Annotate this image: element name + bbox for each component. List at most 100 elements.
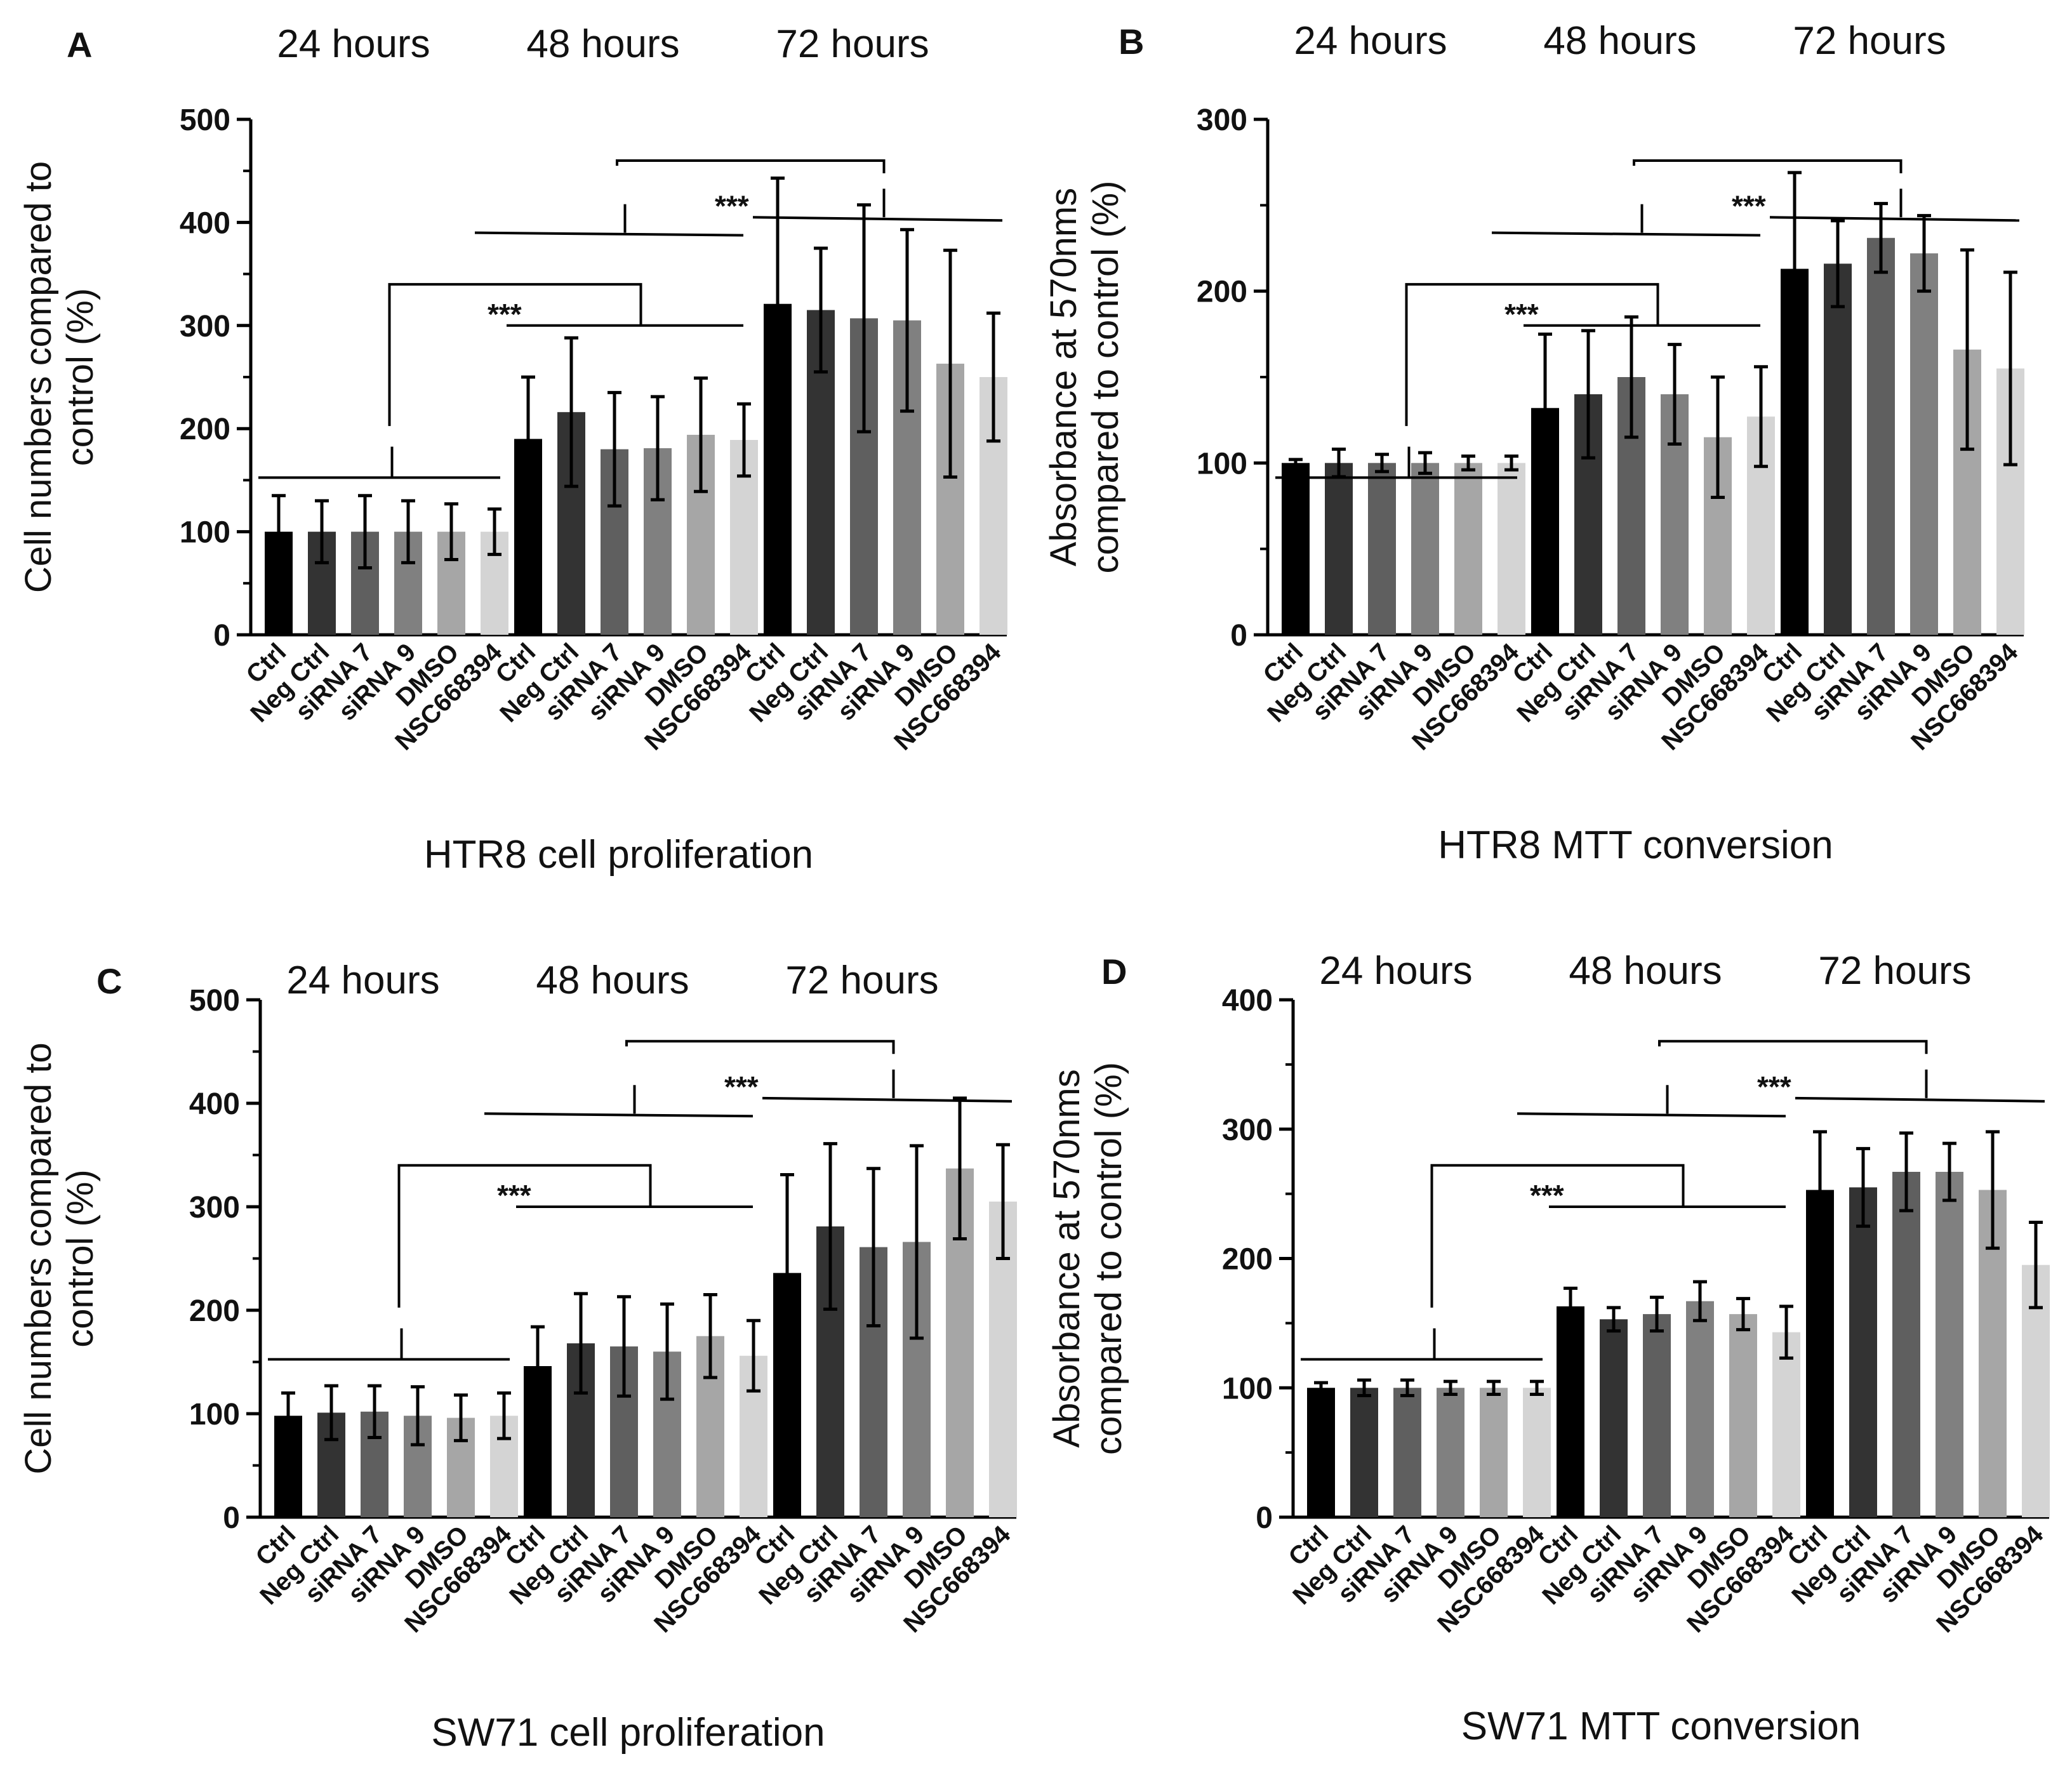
group-label: 24 hours (1294, 19, 1447, 63)
group-label: 72 hours (1818, 949, 1971, 993)
significance-stars: *** (1732, 189, 1766, 222)
comparison-connector (1430, 1164, 1685, 1308)
comparison-connector (1633, 159, 1903, 173)
comparison-connector (616, 159, 886, 173)
significance-stars: *** (1530, 1179, 1564, 1212)
significance-stars: *** (488, 298, 522, 331)
bar (1600, 1319, 1628, 1517)
y-tick-label: 400 (189, 1087, 240, 1121)
significance-bracket (1769, 216, 2020, 222)
comparison-connector (397, 1164, 652, 1308)
bar (1454, 463, 1482, 635)
group-label: 24 hours (1319, 949, 1472, 993)
y-tick-label: 0 (213, 619, 230, 653)
group-label: 72 hours (1793, 19, 1946, 63)
y-axis-label: Absorbance at 570nmscompared to control … (1043, 181, 1126, 574)
significance-bracket (484, 1112, 754, 1118)
significance-stars: *** (1504, 298, 1539, 331)
panel-a: A 0 100 200 300 400 500 Cell numbers compared t… (18, 22, 1007, 877)
significance-stars: *** (715, 189, 749, 222)
y-tick-label: 100 (189, 1398, 240, 1431)
y-axis-label: Cell numbers compared tocontrol (%) (18, 1042, 101, 1474)
bar (1772, 1332, 1800, 1517)
bar (1824, 263, 1852, 635)
group-label: 72 hours (776, 22, 929, 66)
significance-bracket (762, 1096, 1013, 1103)
bar (1480, 1388, 1508, 1517)
bar (1498, 463, 1525, 635)
bar (1892, 1171, 1920, 1517)
y-tick-label: 400 (180, 206, 230, 240)
significance-bracket (474, 231, 744, 237)
significance-stars: *** (1757, 1070, 1791, 1103)
bar (1350, 1388, 1378, 1517)
y-tick-label: 300 (1222, 1113, 1273, 1147)
bar (1729, 1314, 1757, 1517)
panel-letter: C (96, 961, 122, 1001)
panel-letter: D (1101, 952, 1127, 992)
significance-bracket (1491, 231, 1761, 237)
y-axis-label-line: Absorbance at 570nms (1046, 1069, 1087, 1447)
group-label: 24 hours (277, 22, 430, 66)
y-axis-label-line: Cell numbers compared to (18, 1042, 59, 1474)
y-tick-label: 200 (1197, 276, 1247, 309)
y-tick-label: 300 (1197, 103, 1247, 137)
comparison-connector (388, 282, 642, 427)
significance-stars: *** (497, 1179, 531, 1212)
bar (1936, 1171, 1963, 1517)
bar (1393, 1388, 1421, 1517)
significance-stars: *** (724, 1070, 759, 1103)
bar (1849, 1187, 1877, 1517)
panel-letter: B (1119, 22, 1144, 62)
y-tick-label: 300 (180, 310, 230, 343)
y-axis-label-line: control (%) (60, 288, 101, 466)
significance-bracket (1795, 1096, 2045, 1103)
group-label: 48 hours (526, 22, 679, 66)
y-tick-label: 300 (189, 1191, 240, 1225)
panel-c: C 0 100 200 300 400 500 Cell numbers compared t… (18, 959, 1017, 1755)
y-tick-label: 0 (223, 1501, 240, 1535)
bar (1910, 253, 1938, 635)
bar (1437, 1388, 1464, 1517)
y-tick-label: 100 (180, 516, 230, 550)
y-axis-label: Absorbance at 570nmscompared to control … (1046, 1062, 1129, 1455)
significance-bracket (752, 216, 1003, 222)
panel-title: SW71 MTT conversion (1461, 1704, 1861, 1748)
y-tick-label: 200 (180, 413, 230, 446)
significance-bracket (1517, 1112, 1786, 1118)
y-tick-label: 100 (1222, 1372, 1273, 1405)
group-label: 48 hours (1569, 949, 1722, 993)
y-axis-label-line: compared to control (%) (1085, 181, 1126, 574)
group-label: 48 hours (536, 959, 689, 1002)
group-label: 72 hours (785, 959, 938, 1002)
group-label: 48 hours (1543, 19, 1696, 63)
y-tick-label: 0 (1256, 1501, 1273, 1535)
bar (1368, 463, 1396, 635)
y-axis-label-line: control (%) (60, 1169, 101, 1347)
panel-title: HTR8 cell proliferation (424, 833, 813, 877)
bar (1643, 1314, 1671, 1517)
bar (1686, 1301, 1714, 1517)
panel-b: B 0 100 200 300 Absorbance at 570nmscompared … (1043, 19, 2024, 867)
comparison-connector (1658, 1040, 1928, 1054)
panel-d: D 0 100 200 300 400 Absorbance at 570nmscompar… (1046, 949, 2050, 1748)
comparison-connector (625, 1040, 895, 1054)
bar (1411, 463, 1439, 635)
y-axis-label: Cell numbers compared tocontrol (%) (18, 161, 101, 593)
y-tick-label: 100 (1197, 447, 1247, 481)
bar (1282, 463, 1310, 635)
y-axis-label-line: compared to control (%) (1088, 1062, 1129, 1455)
comparison-connector (1405, 282, 1659, 427)
y-tick-label: 200 (1222, 1243, 1273, 1277)
y-axis-label-line: Absorbance at 570nms (1043, 188, 1084, 566)
y-tick-label: 500 (180, 103, 230, 137)
y-axis-label-line: Cell numbers compared to (18, 161, 59, 593)
panel-title: HTR8 MTT conversion (1438, 823, 1833, 867)
y-tick-label: 200 (189, 1294, 240, 1328)
bar (1307, 1388, 1335, 1517)
bar (1557, 1306, 1584, 1517)
y-tick-label: 500 (189, 984, 240, 1018)
y-tick-label: 0 (1230, 619, 1247, 653)
bar (1867, 237, 1895, 635)
group-label: 24 hours (286, 959, 439, 1002)
